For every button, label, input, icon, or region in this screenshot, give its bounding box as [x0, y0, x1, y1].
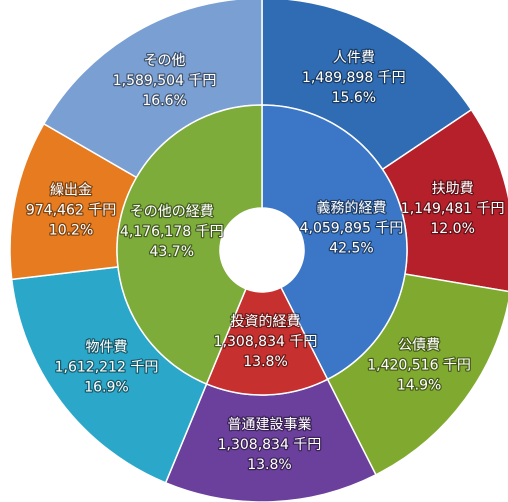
segment-percent: 43.7% — [150, 244, 194, 260]
segment-percent: 16.6% — [142, 93, 186, 109]
segment-value: 4,059,895 千円 — [300, 221, 404, 237]
segment-percent: 16.9% — [84, 380, 128, 396]
segment-value: 1,420,516 千円 — [367, 358, 471, 374]
segment-name: その他 — [144, 53, 186, 69]
segment-name: その他の経費 — [130, 204, 214, 220]
segment-name: 人件費 — [333, 50, 375, 66]
segment-name: 普通建設事業 — [227, 417, 311, 433]
segment-value: 1,489,898 千円 — [302, 70, 406, 86]
segment-name: 公債費 — [398, 338, 440, 354]
segment-percent: 15.6% — [332, 90, 376, 106]
segment-percent: 13.8% — [243, 354, 287, 370]
segment-value: 1,612,212 千円 — [55, 360, 159, 376]
segment-name: 扶助費 — [432, 181, 474, 197]
segment-percent: 42.5% — [329, 241, 373, 257]
segment-value: 1,149,481 千円 — [401, 201, 505, 217]
segment-name: 投資的経費 — [231, 314, 301, 330]
ring-segment — [205, 286, 329, 396]
segment-percent: 12.0% — [430, 221, 474, 237]
segment-name: 繰出金 — [50, 183, 92, 199]
segment-percent: 14.9% — [397, 378, 441, 394]
segment-percent: 10.2% — [49, 223, 93, 239]
segment-percent: 13.8% — [247, 457, 291, 473]
ring-segment — [116, 104, 263, 385]
segment-value: 4,176,178 千円 — [120, 224, 224, 240]
segment-value: 1,589,504 千円 — [113, 73, 217, 89]
segment-value: 1,308,834 千円 — [214, 334, 318, 350]
segment-value: 974,462 千円 — [26, 203, 116, 219]
segment-name: 義務的経費 — [316, 200, 386, 217]
ring-segment — [261, 104, 408, 381]
segment-value: 1,308,834 千円 — [218, 437, 322, 453]
segment-name: 物件費 — [85, 340, 127, 356]
